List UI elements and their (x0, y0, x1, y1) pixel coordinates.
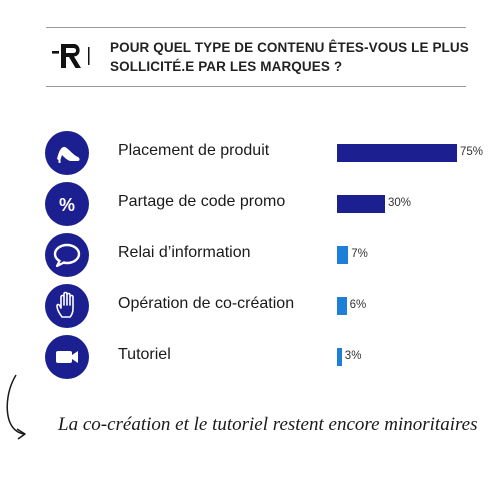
bar (337, 144, 457, 162)
chart-row: % Partage de code promo 30% (0, 179, 500, 229)
chart-row: Placement de produit 75% (0, 128, 500, 178)
value-label: 30% (388, 197, 412, 209)
hand-icon (45, 284, 89, 328)
high-heel-icon (45, 131, 89, 175)
curved-arrow-icon (6, 374, 26, 440)
category-label: Partage de code promo (118, 193, 286, 210)
svg-text:%: % (59, 195, 75, 215)
bar (337, 297, 347, 315)
video-camera-icon (45, 335, 89, 379)
speech-bubble-icon (45, 233, 89, 277)
value-label: 75% (460, 146, 484, 158)
chart-row: Relai d’information 7% (0, 230, 500, 280)
chart-row: Opération de co-création 6% (0, 281, 500, 331)
category-label: Relai d’information (118, 244, 251, 261)
bar (337, 195, 385, 213)
category-label: Tutoriel (118, 346, 171, 363)
value-label: 7% (351, 248, 368, 260)
value-label: 6% (349, 299, 367, 311)
caption: La co-création et le tutoriel restent en… (58, 414, 478, 435)
value-label: 3% (344, 350, 362, 362)
header-bottom-rule (46, 86, 466, 87)
chart-row: Tutoriel 3% (0, 332, 500, 382)
header-top-rule (46, 27, 466, 28)
bar (337, 246, 349, 264)
chart-title: POUR QUEL TYPE DE CONTENU ÊTES-VOUS LE P… (110, 40, 469, 74)
bar (337, 348, 342, 366)
category-label: Placement de produit (118, 142, 270, 159)
r-logo-icon (52, 44, 90, 68)
category-label: Opération de co-création (118, 295, 295, 312)
percent-icon: % (45, 182, 89, 226)
